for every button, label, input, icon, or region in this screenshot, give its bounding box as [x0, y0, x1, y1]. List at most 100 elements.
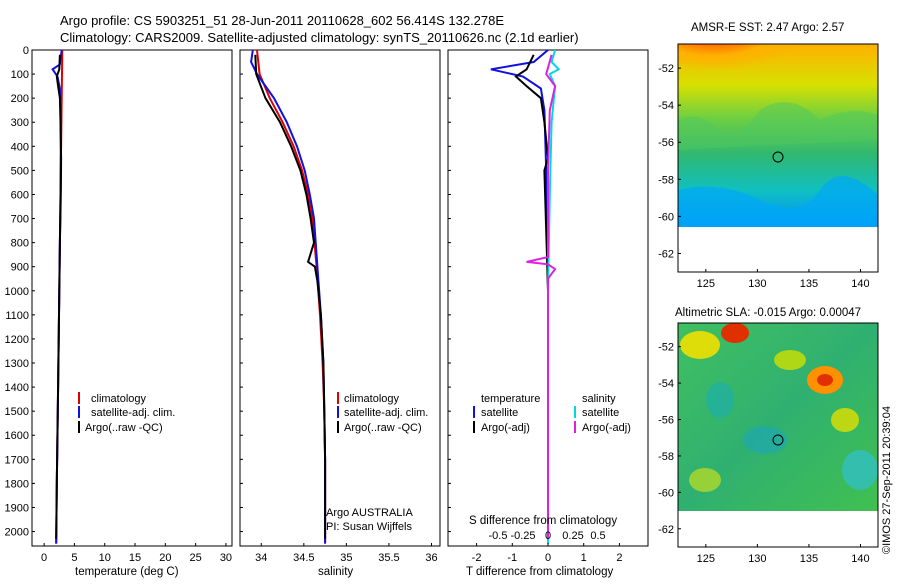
- x-tick-label: 5: [71, 552, 77, 564]
- map-y-tick-label: -60: [658, 487, 674, 499]
- map-axes-ticks: 125 130 135 140 -52 -54 -56 -58 -60 -62 125 130 135 1…: [658, 63, 870, 565]
- series-line-salinity-argo-adj-: [526, 54, 557, 539]
- legend-t-title: temperature: [481, 393, 540, 405]
- sal-legend-clim: climatology: [344, 393, 400, 405]
- map-y-tick-label: -54: [658, 100, 674, 112]
- depth-axis: 0 100 200 300 400 500 600 700 800 900 1000 1100 1200…: [5, 45, 451, 539]
- sst-heatmap: [678, 44, 878, 227]
- depth-tick-label: 400: [11, 141, 29, 153]
- depth-tick-label: 2000: [5, 527, 29, 539]
- map-y-tick-label: -58: [658, 451, 674, 463]
- s-tick-label: 0: [545, 530, 551, 542]
- map-y-tick-label: -62: [658, 248, 674, 260]
- map-x-tick-label: 135: [800, 553, 818, 565]
- salinity-plot-frame: [239, 49, 441, 547]
- depth-tick-label: 700: [11, 214, 29, 226]
- legend-sat: satellite-adj. clim.: [91, 407, 175, 419]
- x-axes-ticks: 0 5 10 15 20 25 30 34 34.5 35 35.5 36 -2 -1 0 1 2 -0.5 -0.…: [41, 530, 622, 564]
- x-tick-label: 35.5: [378, 552, 399, 564]
- imos-stamp: ©IMOS 27-Sep-2011 20:39:04: [881, 406, 893, 554]
- depth-tick-label: 1900: [5, 502, 29, 514]
- depth-tick-label: 0: [23, 45, 29, 57]
- x-tick-label: 34.5: [293, 552, 314, 564]
- depth-tick-label: 200: [11, 93, 29, 105]
- map-y-tick-label: -56: [658, 415, 674, 427]
- x-tick-label: -2: [472, 552, 482, 564]
- sst-map-title: AMSR-E SST: 2.47 Argo: 2.57: [691, 22, 844, 34]
- map-x-tick-label: 125: [697, 553, 715, 565]
- salinity-legend: climatology satellite-adj. clim. Argo(..…: [326, 392, 428, 533]
- x-tick-label: 25: [190, 552, 202, 564]
- series-line-argo-raw-qc-: [55, 54, 63, 539]
- s-tick-label: -0.25: [510, 530, 535, 542]
- header-line1: Argo profile: CS 5903251_51 28-Jun-2011 …: [60, 13, 504, 28]
- depth-tick-label: 500: [11, 165, 29, 177]
- argo-annotation-1: Argo AUSTRALIA: [326, 507, 413, 519]
- s-tick-label: 0.5: [590, 530, 605, 542]
- depth-tick-label: 1400: [5, 382, 29, 394]
- map-x-tick-label: 135: [800, 278, 818, 290]
- depth-tick-label: 1600: [5, 430, 29, 442]
- sla-heatmap: [678, 323, 878, 511]
- depth-tick-label: 100: [11, 69, 29, 81]
- depth-tick-label: 900: [11, 262, 29, 274]
- argo-annotation-2: PI: Susan Wijffels: [326, 521, 412, 533]
- x-tick-label: 15: [129, 552, 141, 564]
- map-x-tick-label: 130: [748, 278, 766, 290]
- difference-xlabel: T difference from climatology: [466, 566, 613, 578]
- depth-tick-label: 1000: [5, 286, 29, 298]
- difference-top-label: S difference from climatology: [469, 515, 617, 527]
- x-tick-label: 30: [220, 552, 232, 564]
- salinity-series: [250, 49, 327, 544]
- s-tick-label: -0.5: [489, 530, 508, 542]
- x-tick-label: 10: [99, 552, 111, 564]
- series-line-climatology: [256, 49, 327, 544]
- difference-legend: temperature salinity satellite Argo(-adj…: [473, 393, 631, 434]
- map-x-tick-label: 130: [748, 553, 766, 565]
- salinity-xlabel: salinity: [318, 566, 353, 578]
- map-y-tick-label: -54: [658, 378, 674, 390]
- temperature-series: [51, 49, 64, 544]
- x-tick-label: 20: [159, 552, 171, 564]
- x-tick-label: 2: [616, 552, 622, 564]
- temperature-xlabel: temperature (deg C): [75, 566, 179, 578]
- depth-tick-label: 600: [11, 189, 29, 201]
- map-y-tick-label: -60: [658, 211, 674, 223]
- x-tick-label: 35: [340, 552, 352, 564]
- legend-t-argo: Argo(-adj): [481, 422, 530, 434]
- sal-legend-argo: Argo(..raw -QC): [344, 422, 422, 434]
- legend-argo: Argo(..raw -QC): [85, 422, 163, 434]
- difference-series: [490, 49, 561, 544]
- sla-argo-marker: [772, 434, 784, 446]
- temperature-plot-frame: [31, 49, 233, 547]
- x-tick-label: -1: [507, 552, 517, 564]
- x-tick-label: 0: [545, 552, 551, 564]
- x-tick-label: 34: [255, 552, 267, 564]
- series-line-argo-raw-qc-: [254, 54, 327, 539]
- series-line-temperature-argo-adj-: [514, 54, 550, 539]
- map-y-tick-label: -62: [658, 524, 674, 536]
- depth-tick-label: 1500: [5, 406, 29, 418]
- depth-tick-label: 1200: [5, 334, 29, 346]
- depth-tick-label: 1100: [5, 310, 29, 322]
- map-x-tick-label: 125: [697, 278, 715, 290]
- map-y-tick-label: -52: [658, 342, 674, 354]
- depth-tick-label: 1800: [5, 478, 29, 490]
- sla-map-title: Altimetric SLA: -0.015 Argo: 0.00047: [675, 307, 861, 319]
- legend-s-title: salinity: [582, 393, 616, 405]
- s-tick-label: 0.25: [562, 530, 583, 542]
- sla-map-frame: [677, 322, 879, 548]
- legend-s-argo: Argo(-adj): [582, 422, 631, 434]
- sst-argo-marker: [772, 151, 784, 163]
- series-line-satellite-adj-clim-: [250, 49, 327, 544]
- map-x-tick-label: 140: [851, 278, 869, 290]
- legend-s-sat: satellite: [582, 407, 619, 419]
- series-line-temperature-satellite: [490, 49, 549, 544]
- x-tick-label: 1: [581, 552, 587, 564]
- sal-legend-sat: satellite-adj. clim.: [344, 407, 428, 419]
- x-tick-label: 36: [425, 552, 437, 564]
- header-line2: Climatology: CARS2009. Satellite-adjuste…: [60, 30, 579, 45]
- x-tick-label: 0: [41, 552, 47, 564]
- depth-tick-label: 1700: [5, 454, 29, 466]
- temperature-legend: climatology satellite-adj. clim. Argo(..…: [78, 392, 175, 434]
